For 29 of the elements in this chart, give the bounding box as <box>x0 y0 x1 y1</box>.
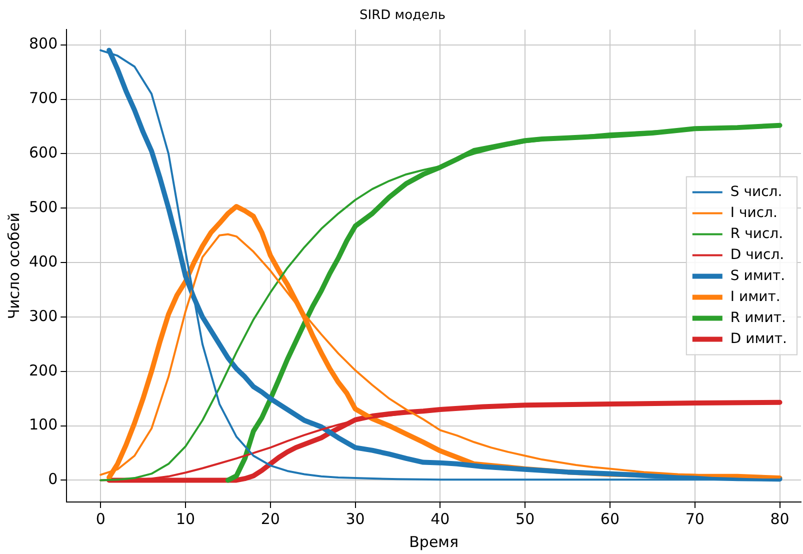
y-tick-label: 500 <box>28 198 58 216</box>
y-tick-label: 300 <box>28 306 58 325</box>
x-tick-label: 70 <box>685 510 704 528</box>
y-axis-title: Число особей <box>4 212 23 320</box>
y-tick-label: 600 <box>28 144 58 162</box>
legend-label: I имит. <box>730 288 780 305</box>
y-tick-label: 0 <box>48 470 58 488</box>
legend-label: R имит. <box>730 310 786 326</box>
y-tick-label: 800 <box>28 34 58 53</box>
x-tick-label: 40 <box>430 510 450 528</box>
legend-label: R числ. <box>730 226 784 242</box>
x-tick-label: 80 <box>770 510 790 528</box>
x-tick-label: 0 <box>96 510 106 528</box>
legend-label: I числ. <box>730 204 778 221</box>
y-tick-label: 700 <box>28 89 58 108</box>
legend-label: D имит. <box>730 330 788 347</box>
x-tick-label: 10 <box>176 510 196 528</box>
x-axis-title: Время <box>409 532 459 551</box>
x-tick-label: 20 <box>260 510 280 528</box>
x-tick-label: 60 <box>600 510 620 528</box>
y-tick-label: 400 <box>28 252 58 270</box>
x-tick-label: 50 <box>516 510 535 528</box>
y-tick-label: 200 <box>28 361 58 380</box>
x-tick-label: 30 <box>346 510 365 528</box>
y-tick-label: 100 <box>28 416 58 434</box>
legend-label: S имит. <box>730 268 786 284</box>
legend-label: S числ. <box>730 184 782 200</box>
chart-title: SIRD модель <box>360 8 446 24</box>
legend-label: D числ. <box>730 246 784 263</box>
